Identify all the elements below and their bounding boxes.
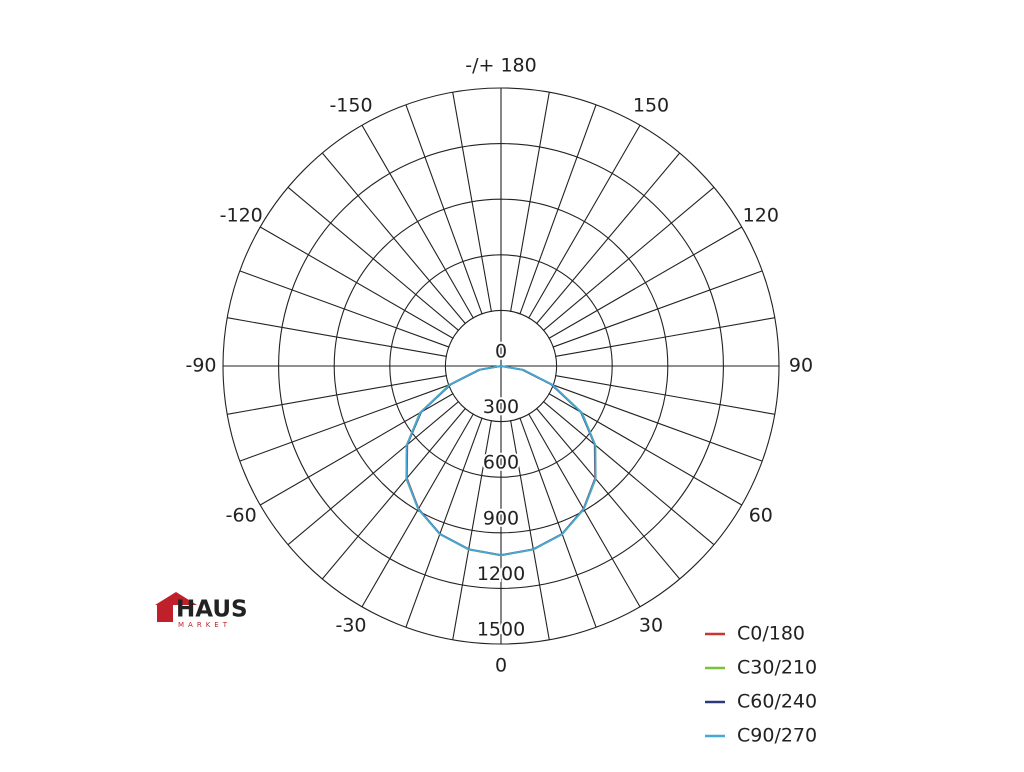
- legend-label: C0/180: [737, 623, 805, 645]
- angle-tick-label: -150: [329, 95, 372, 117]
- r-tick-label: 600: [483, 452, 519, 474]
- legend-label: C90/270: [737, 725, 817, 747]
- angle-tick-label: -/+ 180: [465, 55, 536, 77]
- logo-name: HAUS: [176, 597, 248, 623]
- legend-label: C30/210: [737, 657, 817, 679]
- ring-grid-line: [278, 143, 724, 589]
- r-tick-label: 1200: [477, 563, 525, 585]
- angle-tick-label: -30: [335, 614, 366, 636]
- r-tick-label: 0: [495, 341, 507, 363]
- logo-roof: [155, 592, 197, 605]
- angle-tick-label: 150: [633, 95, 669, 117]
- angle-tick-label: 0: [495, 655, 507, 677]
- logo-house: [157, 604, 173, 622]
- angle-tick-label: 30: [639, 614, 663, 636]
- logo-tagline: MARKET: [178, 621, 231, 629]
- r-tick-label: 300: [483, 396, 519, 418]
- angle-tick-label: 120: [743, 205, 779, 227]
- ring-grid-line: [222, 87, 780, 645]
- angle-tick-label: -60: [226, 505, 257, 527]
- legend-label: C60/240: [737, 691, 817, 713]
- angle-tick-label: -120: [220, 205, 263, 227]
- ring-grid-line: [444, 309, 558, 423]
- r-tick-label: 1500: [477, 619, 525, 641]
- ring-grid-line: [389, 254, 613, 478]
- angle-tick-label: 90: [789, 355, 813, 377]
- logo: HAUS MARKET: [155, 592, 248, 629]
- ring-grid-line: [333, 198, 669, 534]
- angle-tick-label: 60: [749, 505, 773, 527]
- angle-tick-label: -90: [185, 355, 216, 377]
- series-line: [405, 365, 597, 557]
- r-tick-label: 900: [483, 507, 519, 529]
